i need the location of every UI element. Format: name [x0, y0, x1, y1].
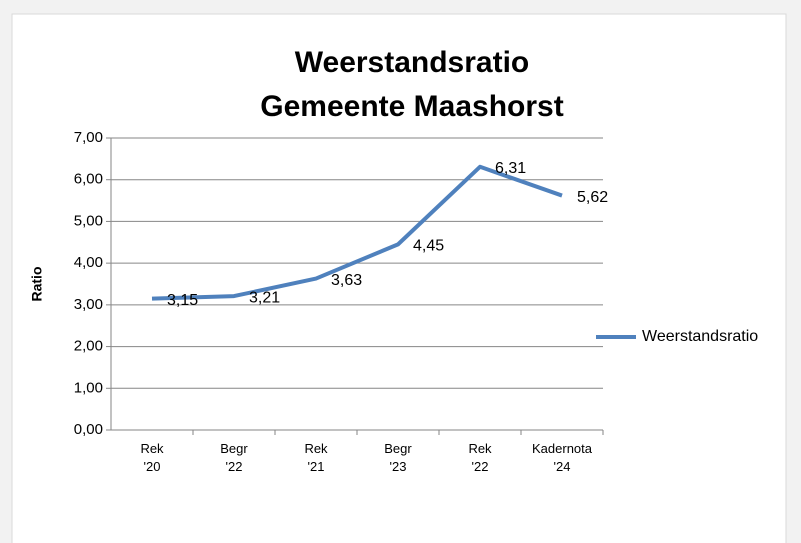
x-tick-label-line: '24	[554, 459, 571, 474]
x-tick-label-line: Begr	[220, 441, 248, 456]
x-tick-label-line: Rek	[468, 441, 492, 456]
chart-title: Gemeente Maashorst	[260, 90, 563, 123]
data-label: 5,62	[577, 189, 608, 206]
y-tick-label: 2,00	[74, 338, 103, 355]
chart-title: Weerstandsratio	[295, 46, 530, 79]
x-tick-label-line: '21	[308, 459, 325, 474]
y-axis-label: Ratio	[29, 267, 45, 302]
data-label: 6,31	[495, 160, 526, 177]
chart-frame	[11, 13, 787, 543]
data-label: 3,63	[331, 272, 362, 289]
y-tick-label: 0,00	[74, 421, 103, 438]
data-label: 3,15	[167, 292, 198, 309]
x-tick-label: Begr '22	[220, 441, 248, 474]
x-tick-label: Rek '22	[468, 441, 492, 474]
y-tick-label: 4,00	[74, 254, 103, 271]
x-tick-label-line: '22	[226, 459, 243, 474]
y-tick-label: 5,00	[74, 212, 103, 229]
y-tick-label: 3,00	[74, 296, 103, 313]
data-label: 3,21	[249, 289, 280, 306]
x-tick-label-line: Begr	[384, 441, 412, 456]
data-label: 4,45	[413, 238, 444, 255]
x-tick-label-line: Kadernota	[532, 441, 593, 456]
legend-label: Weerstandsratio	[642, 328, 758, 345]
x-tick-label: Kadernota '24	[532, 441, 593, 474]
y-tick-label: 6,00	[74, 171, 103, 188]
x-tick-label: Rek '21	[304, 441, 328, 474]
x-tick-label-line: '20	[144, 459, 161, 474]
x-tick-label: Begr '23	[384, 441, 412, 474]
x-tick-label: Rek '20	[140, 441, 164, 474]
series-line	[151, 164, 563, 301]
x-tick-label-line: '23	[390, 459, 407, 474]
x-tick-label-line: '22	[472, 459, 489, 474]
x-tick-label-line: Rek	[304, 441, 328, 456]
x-tick-label-line: Rek	[140, 441, 164, 456]
y-tick-label: 7,00	[74, 129, 103, 146]
y-tick-label: 1,00	[74, 379, 103, 396]
